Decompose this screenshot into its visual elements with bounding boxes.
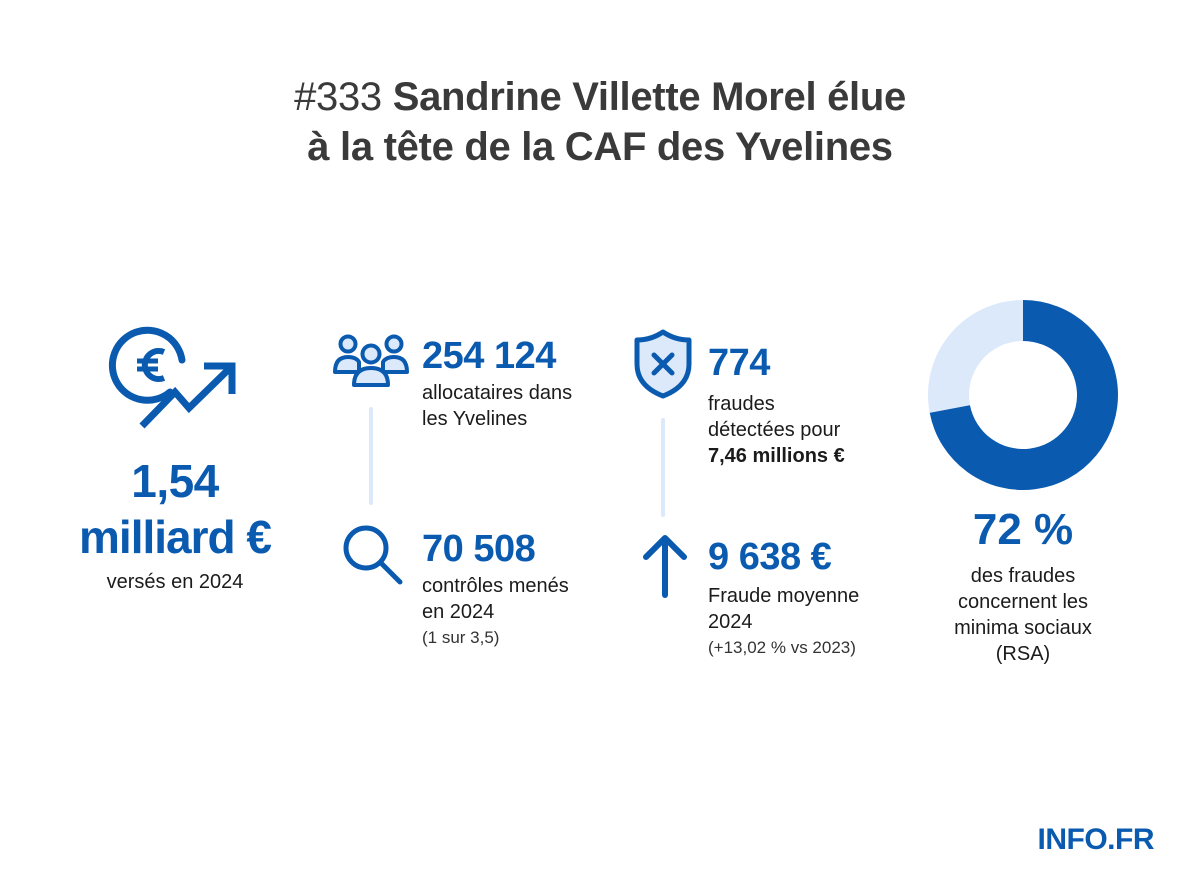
donut-segment: [928, 300, 1023, 413]
connector-line: [661, 418, 665, 517]
budget-stat: 1,54 milliard € versés en 2024: [60, 455, 290, 595]
beneficiaries-label-2: les Yvelines: [422, 408, 528, 430]
rsa-share-label-2: concernent les: [957, 591, 1089, 613]
rsa-share-stat: 72 % des fraudes concernent les minima s…: [910, 505, 1136, 667]
euro-growth-icon: [108, 326, 236, 429]
controls-label-1: contrôles menés: [422, 575, 569, 597]
frauds-stat: 774 fraudes détectées pour 7,46 millions…: [708, 343, 845, 469]
average-fraud-value: 9 638 €: [708, 536, 832, 578]
beneficiaries-stat: 254 124 allocataires dans les Yvelines: [422, 336, 572, 432]
rsa-share-value: 72 %: [972, 505, 1074, 554]
frauds-amount: 7,46 millions €: [708, 445, 845, 467]
brand-logo: INFO.FR: [1037, 823, 1155, 856]
average-fraud-note: (+13,02 % vs 2023): [708, 638, 856, 657]
average-fraud-stat: 9 638 € Fraude moyenne 2024 (+13,02 % vs…: [708, 537, 859, 659]
issue-number: #333: [294, 75, 382, 119]
beneficiaries-value: 254 124: [422, 335, 556, 377]
rsa-share-label-1: des fraudes: [970, 565, 1076, 587]
budget-value-line1: 1,54: [131, 455, 219, 507]
frauds-label-2: détectées pour: [708, 419, 841, 441]
arrow-up-icon: [643, 535, 687, 598]
average-fraud-label-2: 2024: [708, 611, 753, 633]
frauds-label-1: fraudes: [708, 393, 775, 415]
connector-line: [369, 407, 373, 505]
shield-x-icon: [634, 329, 692, 399]
average-fraud-label-1: Fraude moyenne: [708, 585, 860, 607]
people-group-icon: [333, 334, 409, 387]
budget-label: versés en 2024: [106, 571, 244, 593]
frauds-value: 774: [708, 342, 770, 384]
search-icon: [343, 525, 403, 585]
controls-stat: 70 508 contrôles menés en 2024 (1 sur 3,…: [422, 529, 569, 649]
page-title: #333 Sandrine Villette Morel élue à la t…: [0, 72, 1200, 172]
title-text-1: Sandrine Villette Morel élue: [392, 75, 907, 119]
rsa-share-label-3: minima sociaux: [954, 617, 1092, 639]
controls-label-2: en 2024: [422, 601, 495, 623]
rsa-share-label-4: (RSA): [995, 643, 1051, 665]
donut-chart-svg: [928, 300, 1118, 490]
controls-note: (1 sur 3,5): [422, 628, 500, 647]
controls-value: 70 508: [422, 528, 536, 570]
budget-value-line2: milliard €: [79, 511, 272, 563]
title-line-2: à la tête de la CAF des Yvelines: [307, 125, 893, 169]
donut-chart: [926, 298, 1120, 492]
beneficiaries-label-1: allocataires dans: [422, 382, 573, 404]
donut-segment: [929, 300, 1118, 490]
title-line-1: #333 Sandrine Villette Morel élue: [0, 72, 1200, 122]
